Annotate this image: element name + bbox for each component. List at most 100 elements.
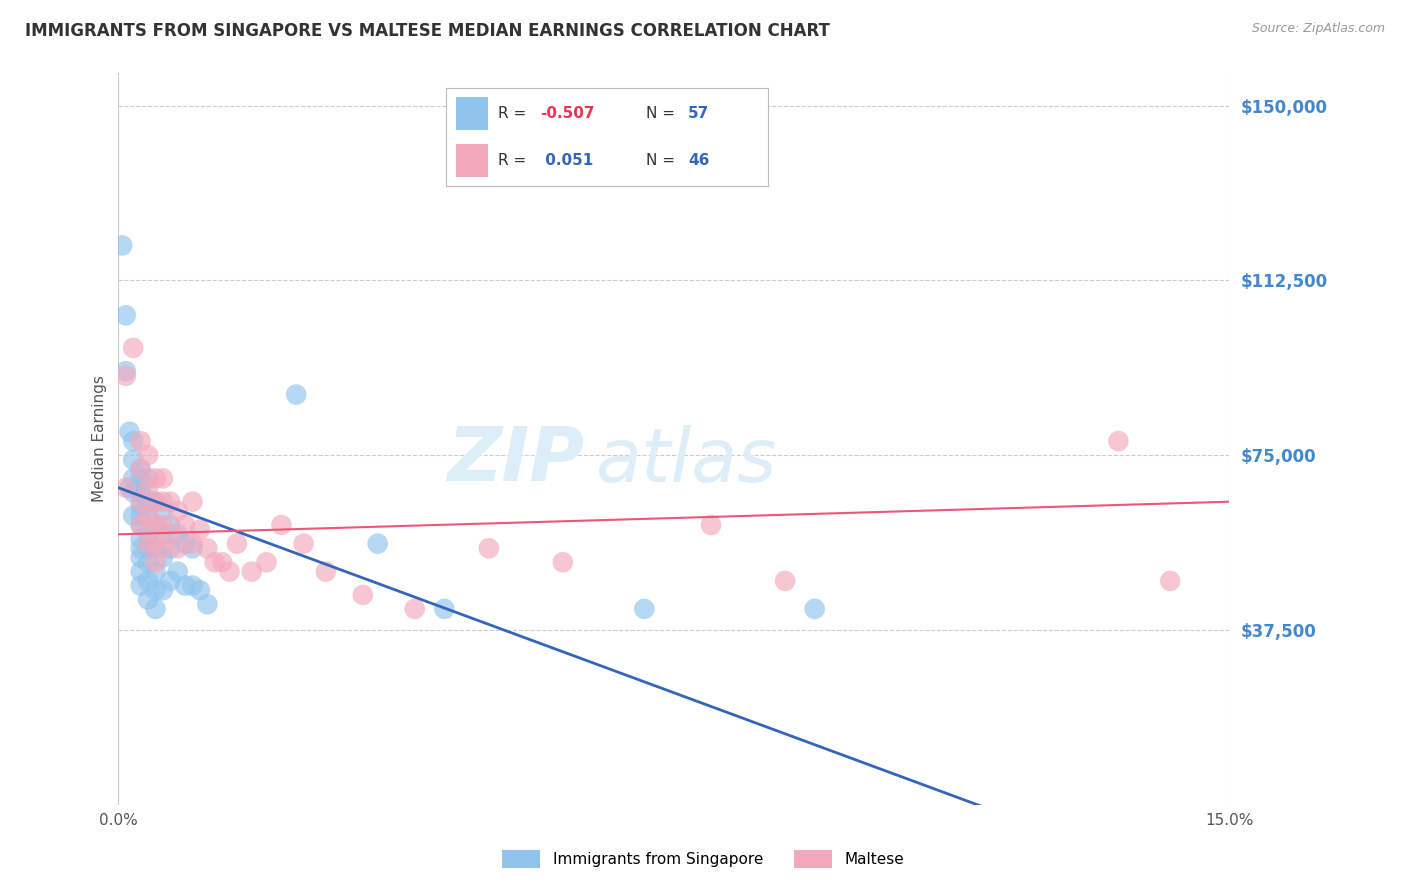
Point bbox=[181, 536, 204, 550]
Point bbox=[136, 574, 159, 588]
Point bbox=[145, 555, 167, 569]
Point bbox=[1107, 434, 1129, 449]
Point bbox=[159, 494, 181, 508]
Point bbox=[285, 387, 308, 401]
Point bbox=[129, 532, 152, 546]
Point bbox=[129, 462, 152, 476]
Point bbox=[700, 518, 723, 533]
Point bbox=[478, 541, 501, 556]
Point bbox=[134, 490, 156, 504]
Point bbox=[159, 574, 181, 588]
Text: ZIP: ZIP bbox=[449, 425, 585, 497]
Point bbox=[218, 565, 240, 579]
Point bbox=[129, 494, 152, 508]
Point bbox=[145, 565, 167, 579]
Point bbox=[129, 485, 152, 500]
Point bbox=[145, 518, 167, 533]
Point bbox=[195, 541, 218, 556]
Point bbox=[115, 308, 138, 322]
Point bbox=[145, 536, 167, 550]
Text: atlas: atlas bbox=[596, 425, 778, 497]
Point bbox=[129, 500, 152, 514]
Point bbox=[195, 597, 218, 611]
Point bbox=[433, 602, 456, 616]
Point bbox=[129, 508, 152, 523]
Point bbox=[773, 574, 796, 588]
Point bbox=[122, 452, 145, 467]
Point bbox=[145, 541, 167, 556]
Point bbox=[136, 592, 159, 607]
Point bbox=[136, 494, 159, 508]
Point bbox=[152, 583, 174, 598]
Point bbox=[159, 541, 181, 556]
Point bbox=[204, 555, 226, 569]
Point bbox=[136, 448, 159, 462]
Y-axis label: Median Earnings: Median Earnings bbox=[93, 376, 107, 502]
Point bbox=[166, 504, 188, 518]
Point bbox=[145, 494, 167, 508]
Point bbox=[152, 494, 174, 508]
Point bbox=[136, 471, 159, 485]
Point bbox=[129, 471, 152, 485]
Point bbox=[145, 602, 167, 616]
Legend: Immigrants from Singapore, Maltese: Immigrants from Singapore, Maltese bbox=[496, 844, 910, 873]
Point bbox=[129, 462, 152, 476]
Point bbox=[174, 536, 197, 550]
Point bbox=[188, 583, 211, 598]
Point bbox=[181, 494, 204, 508]
Point bbox=[404, 602, 426, 616]
Point bbox=[136, 481, 159, 495]
Point bbox=[136, 536, 159, 550]
Point bbox=[152, 504, 174, 518]
Point bbox=[129, 578, 152, 592]
Point bbox=[367, 536, 389, 550]
Point bbox=[152, 541, 174, 556]
Text: Source: ZipAtlas.com: Source: ZipAtlas.com bbox=[1251, 22, 1385, 36]
Point bbox=[152, 550, 174, 565]
Point bbox=[145, 494, 167, 508]
Point bbox=[352, 588, 374, 602]
Point bbox=[181, 578, 204, 592]
Point bbox=[1159, 574, 1181, 588]
Point bbox=[118, 481, 141, 495]
Point bbox=[270, 518, 292, 533]
Point bbox=[174, 518, 197, 533]
Point bbox=[152, 518, 174, 533]
Text: IMMIGRANTS FROM SINGAPORE VS MALTESE MEDIAN EARNINGS CORRELATION CHART: IMMIGRANTS FROM SINGAPORE VS MALTESE MED… bbox=[25, 22, 830, 40]
Point bbox=[145, 518, 167, 533]
Point bbox=[240, 565, 263, 579]
Point bbox=[166, 541, 188, 556]
Point bbox=[122, 508, 145, 523]
Point bbox=[211, 555, 233, 569]
Point bbox=[181, 541, 204, 556]
Point bbox=[115, 368, 138, 383]
Point bbox=[803, 602, 825, 616]
Point bbox=[122, 341, 145, 355]
Point bbox=[551, 555, 574, 569]
Point bbox=[292, 536, 315, 550]
Point bbox=[111, 238, 134, 252]
Point bbox=[315, 565, 337, 579]
Point bbox=[129, 434, 152, 449]
Point bbox=[129, 565, 152, 579]
Point bbox=[115, 481, 138, 495]
Point bbox=[129, 541, 152, 556]
Point bbox=[122, 434, 145, 449]
Point bbox=[118, 425, 141, 439]
Point bbox=[122, 471, 145, 485]
Point bbox=[159, 518, 181, 533]
Point bbox=[166, 565, 188, 579]
Point bbox=[152, 527, 174, 541]
Point bbox=[166, 527, 188, 541]
Point bbox=[122, 485, 145, 500]
Point bbox=[152, 471, 174, 485]
Point bbox=[226, 536, 249, 550]
Point bbox=[145, 583, 167, 598]
Point bbox=[125, 481, 148, 495]
Point bbox=[129, 550, 152, 565]
Point bbox=[145, 471, 167, 485]
Point bbox=[136, 508, 159, 523]
Point bbox=[136, 527, 159, 541]
Point bbox=[136, 508, 159, 523]
Point bbox=[115, 364, 138, 378]
